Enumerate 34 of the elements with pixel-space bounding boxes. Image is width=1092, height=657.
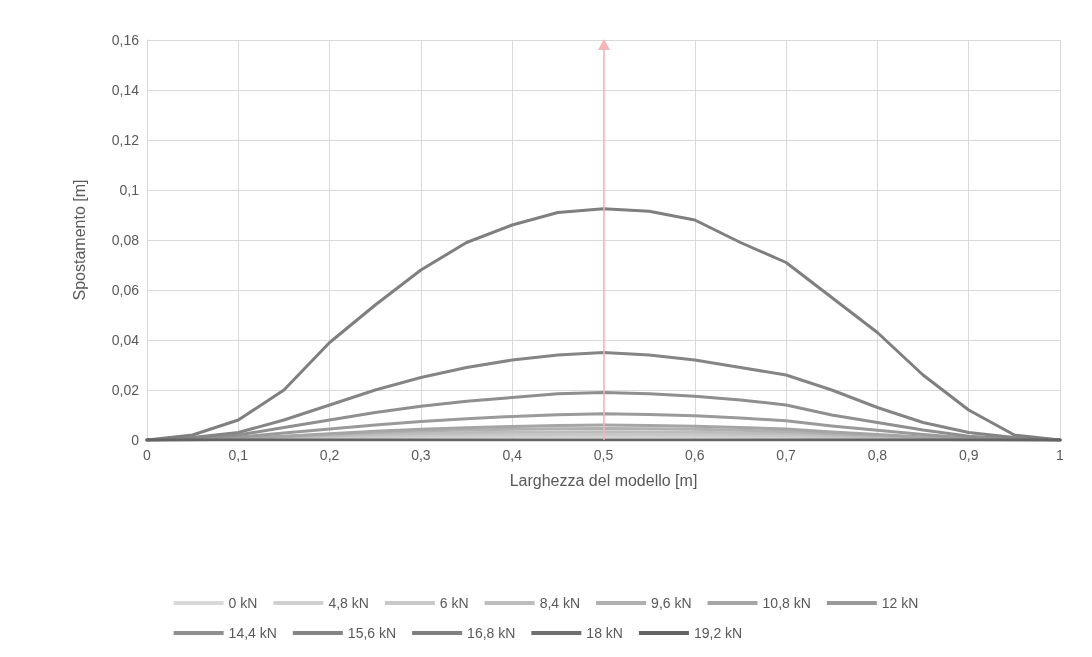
y-tick-label: 0,12 bbox=[111, 132, 140, 148]
y-tick-label: 0,06 bbox=[111, 282, 140, 298]
legend-label: 8,4 kN bbox=[539, 595, 581, 611]
legend-label: 15,6 kN bbox=[347, 625, 397, 641]
x-tick-label: 0,8 bbox=[867, 447, 888, 463]
x-tick-label: 0,9 bbox=[958, 447, 979, 463]
y-tick-label: 0,04 bbox=[111, 332, 140, 348]
x-tick-label: 0,4 bbox=[502, 447, 523, 463]
legend-label: 10,8 kN bbox=[762, 595, 811, 611]
legend-label: 6 kN bbox=[439, 595, 469, 611]
x-tick-label: 0,1 bbox=[228, 447, 249, 463]
y-tick-label: 0,08 bbox=[111, 232, 140, 248]
x-tick-label: 0 bbox=[143, 447, 152, 463]
x-tick-label: 0,6 bbox=[685, 447, 705, 463]
legend-label: 19,2 kN bbox=[693, 625, 743, 641]
legend-label: 18 kN bbox=[586, 625, 623, 641]
y-tick-label: 0,02 bbox=[111, 382, 140, 398]
x-tick-label: 0,3 bbox=[411, 447, 431, 463]
legend-label: 9,6 kN bbox=[651, 595, 692, 611]
x-tick-label: 0,7 bbox=[776, 447, 797, 463]
x-tick-label: 1 bbox=[1056, 447, 1065, 463]
y-tick-label: 0,14 bbox=[111, 82, 140, 98]
y-tick-label: 0,1 bbox=[119, 182, 140, 198]
legend-label: 0 kN bbox=[228, 595, 258, 611]
legend-label: 4,8 kN bbox=[328, 595, 369, 611]
legend-label: 12 kN bbox=[881, 595, 919, 611]
y-tick-label: 0 bbox=[131, 432, 140, 448]
y-tick-label: 0,16 bbox=[111, 32, 140, 48]
x-axis-title: Larghezza del modello [m] bbox=[509, 471, 698, 489]
x-tick-label: 0,2 bbox=[319, 447, 340, 463]
y-axis-title: Spostamento [m] bbox=[70, 179, 88, 301]
legend-label: 14,4 kN bbox=[228, 625, 277, 641]
x-tick-label: 0,5 bbox=[593, 447, 614, 463]
legend-label: 16,8 kN bbox=[467, 625, 516, 641]
